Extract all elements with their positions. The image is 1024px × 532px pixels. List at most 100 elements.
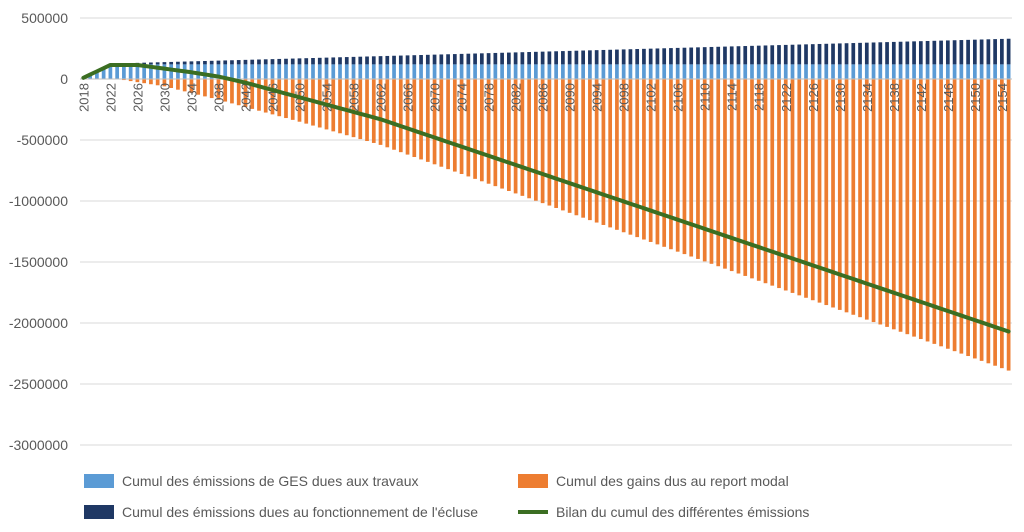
bar-travaux — [716, 64, 721, 79]
bar-travaux — [142, 64, 147, 79]
bar-travaux — [115, 64, 120, 79]
bar-report-modal — [203, 79, 207, 97]
bar-report-modal — [594, 79, 599, 223]
bar-ecluse — [993, 39, 997, 65]
bar-report-modal — [790, 79, 795, 293]
bar-travaux — [500, 64, 504, 79]
bar-travaux — [304, 64, 309, 79]
bar-travaux — [317, 64, 322, 79]
bar-travaux — [891, 64, 896, 79]
bar-ecluse — [837, 43, 842, 65]
bar-ecluse — [527, 52, 531, 65]
bar-report-modal — [662, 79, 667, 247]
bar-report-modal — [669, 79, 673, 250]
bar-report-modal — [709, 79, 714, 264]
bar-travaux — [966, 64, 970, 79]
bar-travaux — [581, 64, 586, 79]
bar-travaux — [162, 64, 167, 79]
bar-ecluse — [702, 47, 707, 65]
bar-report-modal — [898, 79, 903, 332]
bar-report-modal — [743, 79, 748, 276]
bar-travaux — [263, 64, 268, 79]
bar-travaux — [574, 64, 579, 79]
bar-travaux — [236, 64, 241, 79]
bar-travaux — [871, 64, 876, 79]
bar-ecluse — [1000, 38, 1004, 65]
bar-travaux — [554, 64, 558, 79]
bar-report-modal — [236, 79, 241, 106]
bar-ecluse — [675, 47, 680, 65]
bar-report-modal — [162, 79, 167, 87]
bar-report-modal — [513, 79, 518, 194]
bar-report-modal — [378, 79, 383, 145]
bar-report-modal — [642, 79, 646, 240]
bar-travaux — [905, 64, 910, 79]
bar-ecluse — [290, 58, 295, 65]
bar-travaux — [878, 64, 883, 79]
bar-report-modal — [608, 79, 613, 228]
bar-report-modal — [128, 79, 133, 82]
bar-ecluse — [378, 56, 383, 65]
bar-report-modal — [925, 79, 930, 342]
bar-report-modal — [993, 79, 997, 366]
bar-report-modal — [189, 79, 194, 94]
y-tick-label: -1000000 — [9, 193, 68, 209]
bar-ecluse — [162, 62, 167, 65]
bar-ecluse — [432, 54, 437, 65]
bar-ecluse — [230, 60, 234, 65]
bar-travaux — [912, 64, 916, 79]
x-tick-label: 2146 — [941, 83, 956, 112]
bar-ecluse — [817, 43, 822, 65]
bar-travaux — [615, 64, 619, 79]
bar-travaux — [250, 64, 255, 79]
x-tick-label: 2082 — [509, 83, 524, 112]
bar-travaux — [108, 67, 113, 79]
bar-ecluse — [723, 46, 727, 65]
bar-travaux — [398, 64, 403, 79]
bar-travaux — [486, 64, 491, 79]
bar-ecluse — [561, 51, 565, 65]
bar-report-modal — [945, 79, 950, 349]
bar-ecluse — [709, 46, 714, 65]
bar-report-modal — [817, 79, 822, 303]
bar-travaux — [729, 64, 734, 79]
bar-travaux — [669, 64, 673, 79]
bar-report-modal — [702, 79, 707, 262]
bar-report-modal — [534, 79, 538, 201]
bar-travaux — [925, 64, 930, 79]
bar-ecluse — [844, 43, 849, 65]
bar-travaux — [885, 64, 889, 79]
bar-travaux — [635, 64, 640, 79]
bar-travaux — [655, 64, 660, 79]
bar-travaux — [216, 64, 221, 79]
bar-report-modal — [297, 79, 302, 122]
bar-ecluse — [864, 42, 869, 65]
bar-ecluse — [446, 54, 450, 65]
y-tick-label: -2000000 — [9, 315, 68, 331]
bar-report-modal — [230, 79, 234, 104]
bar-travaux — [642, 64, 646, 79]
bar-report-modal — [493, 79, 498, 187]
bar-ecluse — [871, 42, 876, 65]
bar-ecluse — [520, 52, 525, 65]
bar-report-modal — [169, 79, 174, 88]
bar-ecluse — [756, 45, 761, 65]
x-tick-label: 2102 — [644, 83, 659, 112]
bar-ecluse — [763, 45, 768, 65]
bar-travaux — [628, 64, 633, 79]
bar-report-modal — [675, 79, 680, 252]
bar-report-modal — [952, 79, 957, 352]
bar-report-modal — [959, 79, 964, 354]
bar-ecluse — [655, 48, 660, 65]
bar-ecluse — [905, 41, 910, 65]
bar-report-modal — [810, 79, 815, 301]
bar-ecluse — [351, 56, 356, 65]
bar-travaux — [682, 64, 687, 79]
x-tick-label: 2038 — [211, 83, 226, 112]
bar-travaux — [270, 64, 275, 79]
bar-report-modal — [655, 79, 660, 245]
bar-ecluse — [716, 46, 721, 65]
bar-report-modal — [581, 79, 586, 218]
bar-travaux — [804, 64, 808, 79]
